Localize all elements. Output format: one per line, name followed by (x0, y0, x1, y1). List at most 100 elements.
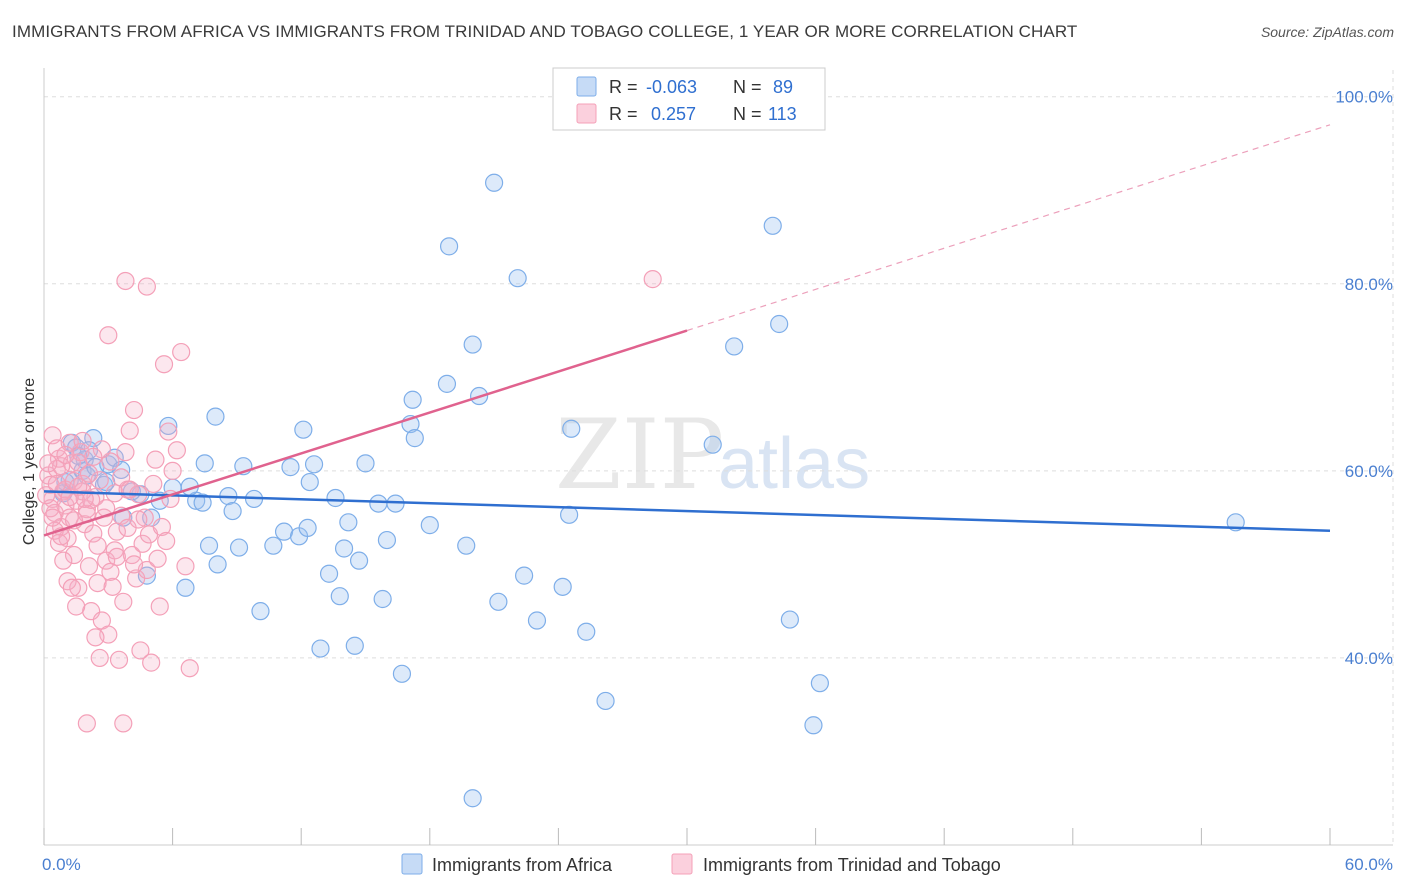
trinidad-point-54 (154, 355, 174, 374)
y-tick-label-40: 40.0% (1345, 649, 1393, 668)
trinidad-point-52 (150, 597, 169, 616)
trinidad-point-62 (180, 659, 199, 678)
africa-point-46 (369, 494, 388, 513)
trinidad-point-99 (56, 445, 75, 465)
bottom-legend-swatch-africa (401, 853, 423, 875)
africa-point-39 (326, 488, 345, 508)
africa-point-13 (137, 566, 156, 585)
x-tick-label-max: 60.0% (1345, 855, 1393, 874)
trinidad-point-88 (105, 541, 124, 560)
trinidad-point-86 (86, 628, 105, 647)
legend-n-value-africa: 89 (773, 77, 793, 97)
trinidad-point-40 (124, 400, 144, 420)
trinidad-point-56 (159, 422, 178, 441)
trinidad-point-44 (133, 534, 152, 553)
trinidad-point-68 (643, 270, 662, 289)
africa-point-76 (810, 674, 829, 693)
legend-swatch-africa (576, 76, 597, 97)
series-legend: Immigrants from Africa Immigrants from T… (401, 853, 1001, 875)
africa-point-59 (485, 173, 504, 192)
trinidad-point-94 (84, 447, 103, 466)
africa-point-30 (274, 522, 294, 541)
africa-point-72 (725, 337, 744, 356)
trinidad-point-43 (131, 641, 150, 660)
trinidad-point-96 (43, 508, 62, 527)
trinidad-point-111 (37, 486, 56, 505)
trinidad-point-35 (114, 592, 133, 611)
africa-point-29 (264, 536, 283, 555)
trinidad-point-45 (135, 508, 154, 527)
africa-point-28 (251, 602, 270, 621)
chart-source: Source: ZipAtlas.com (1260, 24, 1394, 40)
africa-point-67 (577, 622, 596, 641)
axes (43, 68, 1393, 846)
trinidad-point-60 (172, 342, 191, 362)
africa-point-20 (199, 536, 219, 555)
trinidad-point-78 (82, 490, 101, 509)
africa-trend-line (43, 490, 1331, 532)
legend-n-label-africa: N = (733, 77, 762, 97)
y-tick-label-60: 60.0% (1345, 462, 1393, 481)
y-tick-label-80: 80.0% (1345, 275, 1393, 294)
africa-point-43 (345, 636, 364, 655)
legend-n-label-trinidad: N = (733, 104, 762, 124)
africa-point-50 (392, 664, 412, 683)
y-axis-label: College, 1 year or more (21, 378, 38, 545)
watermark-atlas: atlas (718, 424, 870, 504)
bottom-legend-swatch-trinidad (671, 853, 693, 875)
trinidad-point-109 (124, 555, 144, 574)
africa-point-60 (489, 592, 508, 611)
legend-box (552, 67, 826, 131)
trinidad-point-93 (79, 464, 99, 483)
trinidad-point-90 (120, 480, 139, 499)
trinidad-point-104 (88, 536, 107, 555)
trinidad-point-51 (148, 549, 167, 568)
africa-point-57 (463, 335, 482, 354)
africa-point-53 (403, 390, 422, 409)
trinidad-point-24 (90, 471, 109, 490)
legend-r-label-africa: R = (609, 77, 638, 97)
bottom-legend-label-trinidad: Immigrants from Trinidad and Tobago (703, 855, 1001, 875)
africa-point-33 (294, 420, 313, 439)
trinidad-trend-extension (686, 124, 1331, 332)
legend-r-value-trinidad: 0.257 (646, 104, 696, 124)
trend-lines (43, 124, 1331, 537)
africa-point-77 (804, 716, 823, 735)
africa-point-63 (527, 611, 547, 630)
africa-point-61 (508, 269, 527, 288)
trinidad-point-84 (62, 578, 81, 597)
correlation-legend: R = -0.063 N = 89 R = 0.257 N = 113 (552, 67, 826, 131)
africa-point-31 (281, 458, 300, 477)
africa-point-38 (319, 564, 339, 583)
africa-point-71 (703, 435, 722, 454)
africa-point-22 (208, 555, 227, 574)
trinidad-point-65 (137, 277, 156, 296)
bottom-legend-label-africa: Immigrants from Africa (432, 855, 613, 875)
africa-points (54, 173, 1245, 808)
africa-point-25 (229, 538, 249, 557)
x-tick-labels: 0.0% 60.0% (42, 855, 1393, 874)
trinidad-point-36 (116, 443, 135, 462)
africa-point-73 (763, 216, 782, 235)
africa-point-83 (193, 493, 212, 512)
trinidad-point-48 (142, 653, 161, 672)
trinidad-point-103 (73, 431, 92, 451)
trinidad-point-82 (54, 551, 73, 570)
africa-point-75 (780, 610, 799, 629)
trinidad-point-55 (157, 531, 176, 551)
trinidad-point-107 (107, 547, 126, 567)
trinidad-point-66 (77, 714, 96, 733)
trinidad-trend-line (43, 329, 688, 537)
africa-point-62 (515, 566, 534, 585)
trinidad-point-59 (167, 441, 186, 460)
watermark-zip: ZIP (555, 399, 724, 511)
trinidad-point-49 (144, 474, 163, 494)
trinidad-point-38 (120, 421, 139, 440)
africa-point-37 (311, 639, 330, 658)
africa-point-45 (356, 454, 375, 473)
y-tick-labels: 40.0% 60.0% 80.0% 100.0% (1335, 88, 1393, 668)
legend-r-value-africa: -0.063 (646, 77, 697, 97)
legend-n-value-trinidad: 113 (768, 104, 797, 124)
africa-point-24 (223, 501, 242, 521)
